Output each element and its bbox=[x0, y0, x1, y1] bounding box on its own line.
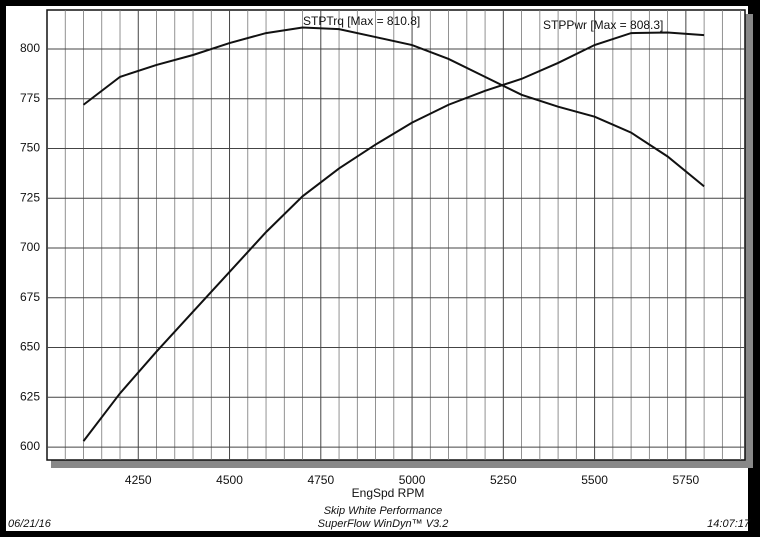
footer-date: 06/21/16 bbox=[8, 518, 52, 530]
y-tick-label: 650 bbox=[20, 340, 40, 354]
x-tick-label: 5750 bbox=[673, 473, 700, 487]
x-tick-label: 5250 bbox=[490, 473, 517, 487]
series-line bbox=[82, 31, 705, 442]
x-tick-label: 4500 bbox=[216, 473, 243, 487]
y-tick-label: 800 bbox=[20, 41, 40, 55]
y-tick-label: 600 bbox=[20, 439, 40, 453]
y-tick-label: 750 bbox=[20, 141, 40, 155]
footer-company: Skip White Performance bbox=[324, 505, 443, 517]
x-tick-label: 5000 bbox=[399, 473, 426, 487]
y-tick-label: 725 bbox=[20, 190, 40, 204]
curve-annotation: STPTrq [Max = 810.8] bbox=[303, 14, 420, 28]
y-tick-label: 775 bbox=[20, 91, 40, 105]
y-tick-label: 675 bbox=[20, 290, 40, 304]
footer-time: 14:07:17 bbox=[707, 518, 751, 530]
series-line bbox=[82, 26, 705, 188]
y-tick-label: 625 bbox=[20, 389, 40, 403]
x-axis-label: EngSpd RPM bbox=[352, 486, 425, 500]
curve-annotation: STPPwr [Max = 808.3] bbox=[543, 18, 663, 32]
x-tick-label: 4250 bbox=[125, 473, 152, 487]
footer-software: SuperFlow WinDyn™ V3.2 bbox=[318, 518, 449, 530]
x-tick-label: 4750 bbox=[307, 473, 334, 487]
x-tick-label: 5500 bbox=[581, 473, 608, 487]
plot-area bbox=[46, 9, 746, 461]
y-tick-label: 700 bbox=[20, 240, 40, 254]
